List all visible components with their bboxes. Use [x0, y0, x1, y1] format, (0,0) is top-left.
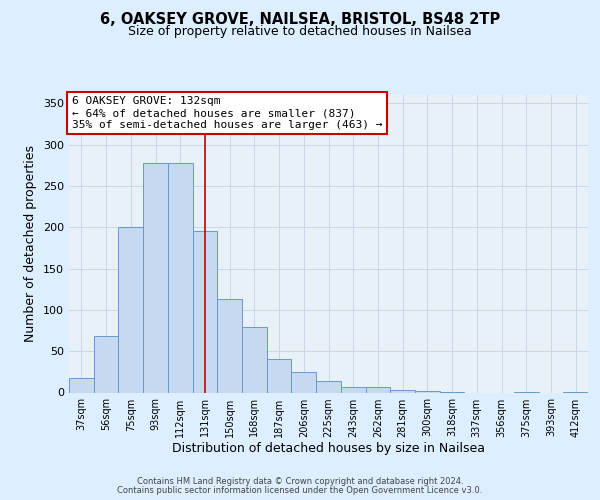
Bar [143, 163, 168, 392]
Bar [168, 163, 193, 392]
Text: Size of property relative to detached houses in Nailsea: Size of property relative to detached ho… [128, 25, 472, 38]
Text: 6 OAKSEY GROVE: 132sqm
← 64% of detached houses are smaller (837)
35% of semi-de: 6 OAKSEY GROVE: 132sqm ← 64% of detached… [71, 96, 382, 130]
Bar [267, 360, 292, 392]
Bar [341, 386, 365, 392]
Bar [316, 381, 341, 392]
Bar [292, 372, 316, 392]
Text: 6, OAKSEY GROVE, NAILSEA, BRISTOL, BS48 2TP: 6, OAKSEY GROVE, NAILSEA, BRISTOL, BS48 … [100, 12, 500, 28]
Y-axis label: Number of detached properties: Number of detached properties [25, 145, 37, 342]
Bar [94, 336, 118, 392]
Bar [390, 390, 415, 392]
Bar [415, 391, 440, 392]
Bar [118, 227, 143, 392]
Bar [365, 386, 390, 392]
Bar [242, 327, 267, 392]
Bar [69, 378, 94, 392]
Bar [193, 230, 217, 392]
X-axis label: Distribution of detached houses by size in Nailsea: Distribution of detached houses by size … [172, 442, 485, 456]
Text: Contains public sector information licensed under the Open Government Licence v3: Contains public sector information licen… [118, 486, 482, 495]
Text: Contains HM Land Registry data © Crown copyright and database right 2024.: Contains HM Land Registry data © Crown c… [137, 477, 463, 486]
Bar [217, 299, 242, 392]
